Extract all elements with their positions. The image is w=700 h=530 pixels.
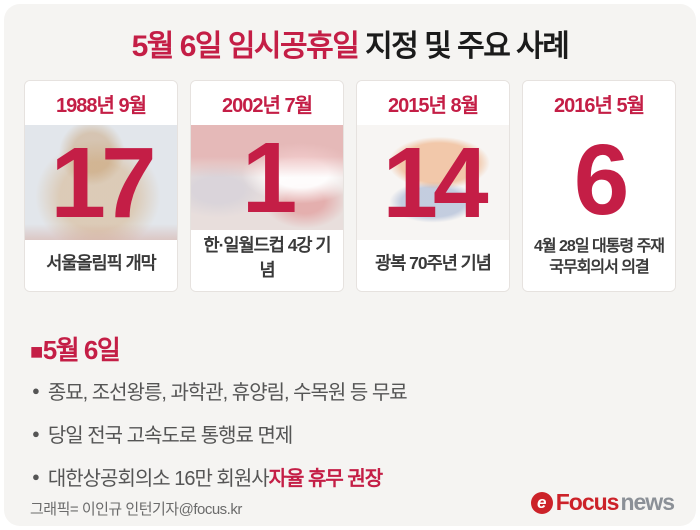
list-item-highlight: 자율 휴무 권장 [268,468,384,490]
card-caption: 4월 28일 대통령 주재 국무회의서 의결 [523,235,675,291]
list-item-text: 대한상공회의소 16만 회원사 [47,468,270,490]
card-month: 2016년 5월 [523,81,675,125]
holiday-cards-row: 1988년 9월 17 서울올림픽 개막 2002년 7월 1 한·일월드컵 4… [24,80,676,292]
list-item: ● 당일 전국 고속도로 통행료 면제 [32,419,407,448]
card-day-number: 17 [50,126,156,239]
card-caption: 광복 70주년 기념 [357,240,509,291]
card-2002-worldcup: 2002년 7월 1 한·일월드컵 4강 기념 [190,80,344,292]
card-day-number: 6 [573,124,630,237]
card-month: 1988년 9월 [25,81,177,125]
may6-section-heading: ■5월 6일 [30,330,121,367]
card-1988-seoul-olympics: 1988년 9월 17 서울올림픽 개막 [24,80,178,292]
section-heading-text: 5월 6일 [42,335,121,365]
card-month: 2015년 8월 [357,81,509,125]
square-bullet-icon: ■ [30,339,43,364]
logo-brand-text: Focus [555,489,620,515]
plain-area: 6 [523,124,675,237]
list-item-text: 당일 전국 고속도로 통행료 면제 [47,425,293,447]
worldcup-photo: 1 [191,125,343,230]
credit-line: 그래픽= 이인규 인턴기자@focus.kr [30,501,242,518]
card-2015-liberation: 2015년 8월 14 광복 70주년 기념 [356,80,510,292]
list-item: ● 종묘, 조선왕릉, 과학관, 휴양림, 수목원 등 무료 [32,376,408,405]
list-item-text: 종묘, 조선왕릉, 과학관, 휴양림, 수목원 등 무료 [47,382,408,404]
page-title: 5월 6일 임시공휴일 지정 및 주요 사례 [0,21,700,65]
card-day-number: 1 [241,121,298,234]
card-month: 2002년 7월 [191,81,343,125]
may6-bullet-list: ● 종묘, 조선왕릉, 과학관, 휴양림, 수목원 등 무료 ● 당일 전국 고… [32,376,408,491]
list-item: ● 대한상공회의소 16만 회원사 자율 휴무 권장 [32,462,407,491]
logo-suffix-text: news [620,489,675,515]
card-day-number: 14 [382,126,488,239]
focusnews-logo: e Focus news [530,489,675,515]
card-caption: 서울올림픽 개막 [25,240,177,291]
taegeuk-photo: 14 [357,125,509,240]
title-highlight: 5월 6일 임시공휴일 [131,30,360,63]
bullet-dot-icon: ● [32,426,40,441]
hodori-mascot-photo: 17 [25,125,177,240]
bullet-dot-icon: ● [32,383,40,398]
card-caption: 한·일월드컵 4강 기념 [191,230,343,291]
focusnews-swirl-icon: e [530,491,553,514]
card-2016-may6: 2016년 5월 6 4월 28일 대통령 주재 국무회의서 의결 [522,80,676,292]
title-rest: 지정 및 주요 사례 [358,30,570,63]
bullet-dot-icon: ● [32,469,40,484]
